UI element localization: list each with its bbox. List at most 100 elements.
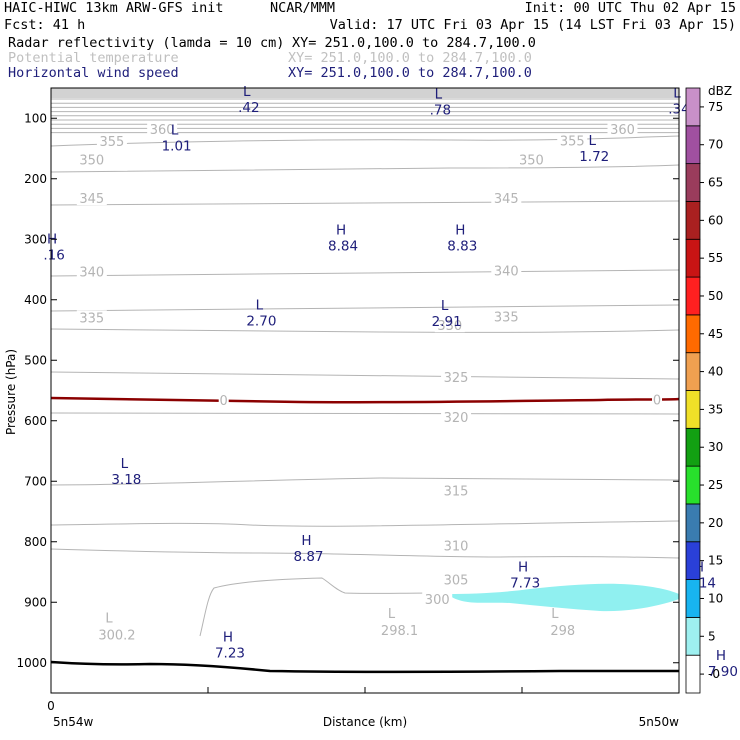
- theta-contour-315: [50, 477, 680, 486]
- y-tick-label: 600: [24, 414, 47, 428]
- wind-extremum-letter: H: [455, 222, 465, 238]
- theta-contour-355: [50, 135, 680, 147]
- wind-extremum-letter: L: [435, 86, 443, 102]
- theta-label-bg: [491, 309, 522, 324]
- theta-label: 340: [79, 265, 104, 280]
- colorbar-label: 5: [708, 629, 716, 643]
- colorbar-segment: [685, 616, 701, 656]
- wind-extremum-letter: L: [243, 84, 251, 100]
- y-tick-label: 100: [24, 111, 47, 125]
- theta-contour-345: [50, 200, 680, 206]
- theta-extremum-value: 298: [550, 624, 575, 639]
- wind-extremum-letter: L: [588, 133, 596, 149]
- theta-label: 350: [519, 153, 544, 168]
- colorbar-segment: [685, 427, 701, 467]
- wind-extremum-value: 8.87: [293, 549, 323, 565]
- forecast-hour: Fcst: 41 h: [4, 17, 85, 33]
- theta-label-bg: [76, 310, 107, 325]
- colorbar-segment: [685, 390, 701, 429]
- theta-contour-330: [50, 328, 680, 333]
- colorbar-segment: [685, 314, 701, 354]
- colorbar-label: 15: [708, 554, 723, 568]
- y-tick-label: 700: [24, 474, 47, 488]
- run-title: HAIC-HIWC 13km ARW-GFS init: [4, 0, 223, 16]
- field1-name: Radar reflectivity (lamda = 10 cm): [8, 35, 284, 51]
- wind-extremum-value: 3.18: [111, 472, 141, 488]
- theta-label-bg: [441, 370, 472, 385]
- wind-extremum-letter: H: [518, 559, 528, 575]
- field1-xy: XY= 251.0,100.0 to 284.7,100.0: [292, 35, 536, 51]
- header: HAIC-HIWC 13km ARW-GFS init NCAR/MMM Ini…: [4, 0, 736, 81]
- colorbar-label: 60: [708, 213, 723, 227]
- valid-time: Valid: 17 UTC Fri 03 Apr 15 (14 LST Fri …: [330, 17, 736, 33]
- colorbar-segment: [685, 238, 701, 278]
- wind-extremum-letter: H: [336, 222, 346, 238]
- field2-xy: XY= 251.0,100.0 to 284.7,100.0: [288, 50, 532, 66]
- colorbar-segment: [685, 87, 701, 127]
- theta-label: 355: [560, 135, 585, 150]
- colorbar-label: 75: [708, 100, 723, 114]
- theta-label-bg: [76, 191, 107, 206]
- x-left-label: 5n54w: [53, 715, 94, 729]
- y-tick-label: 200: [24, 172, 47, 186]
- theta-label: 300: [425, 593, 450, 608]
- wind-extremum-value: 7.73: [510, 575, 540, 591]
- theta-extremum-letter: L: [105, 611, 113, 626]
- colorbar-label: 45: [708, 327, 723, 341]
- colorbar-segment: [685, 579, 701, 618]
- theta-label-bg: [96, 134, 127, 149]
- theta-label: 320: [444, 411, 469, 426]
- freezing-level-line: [50, 396, 680, 404]
- wind-extremum-letter: L: [256, 297, 264, 313]
- colorbar-segment: [685, 465, 701, 505]
- theta-label-bg: [441, 538, 472, 553]
- colorbar-label: 10: [708, 591, 723, 605]
- x-origin-label: 0: [47, 699, 55, 713]
- theta-label: 335: [494, 311, 519, 326]
- field3-name: Horizontal wind speed: [8, 65, 179, 81]
- wind-extremum-value: 2.91: [432, 314, 462, 330]
- theta-contour-305: [50, 548, 680, 559]
- y-tick-label: 800: [24, 535, 47, 549]
- colorbar-label: 40: [708, 365, 723, 379]
- colorbar-label: 70: [708, 138, 723, 152]
- theta-label: 305: [444, 573, 469, 588]
- theta-label-bg: [441, 483, 472, 498]
- theta-extremum-letter: L: [388, 607, 396, 622]
- colorbar-segment: [685, 276, 701, 316]
- init-time: Init: 00 UTC Thu 02 Apr 15: [525, 0, 736, 16]
- theta-label: 360: [150, 123, 175, 138]
- y-tick-label: 900: [24, 595, 47, 609]
- y-tick-label: 1000: [16, 656, 47, 670]
- theta-label: 325: [444, 371, 469, 386]
- colorbar-segment: [685, 541, 701, 580]
- theta-extremum-letter: L: [551, 607, 559, 622]
- colorbar-segment: [685, 352, 701, 391]
- wind-extremum-letter: H: [716, 648, 726, 664]
- wind-extremum-letter: L: [171, 123, 179, 139]
- y-tick-label: 300: [24, 232, 47, 246]
- field2-name: Potential temperature: [8, 50, 179, 66]
- theta-extremum-value: 298.1: [381, 624, 418, 639]
- colorbar-label: 55: [708, 251, 723, 265]
- run-institution: NCAR/MMM: [270, 0, 335, 16]
- colorbar-label: 20: [708, 516, 723, 530]
- colorbar-label: 65: [708, 176, 723, 190]
- theta-label: 350: [79, 153, 104, 168]
- theta-label: 335: [79, 311, 104, 326]
- x-axis: [50, 687, 680, 693]
- field3-xy: XY= 251.0,100.0 to 284.7,100.0: [288, 65, 532, 81]
- y-axis-title: Pressure (hPa): [4, 349, 18, 435]
- theta-label-bg: [491, 263, 522, 278]
- wind-extremum-value: 2.70: [246, 313, 276, 329]
- theta-contour-300: [199, 577, 441, 637]
- theta-label-bg: [491, 191, 522, 206]
- reflectivity-area: [449, 583, 679, 612]
- x-axis-title: Distance (km): [323, 715, 407, 729]
- colorbar-segment: [685, 201, 701, 240]
- theta-label: 355: [100, 135, 125, 150]
- theta-contour-310: [50, 520, 680, 527]
- colorbar-label: 25: [708, 478, 723, 492]
- theta-contour-320: [50, 412, 680, 415]
